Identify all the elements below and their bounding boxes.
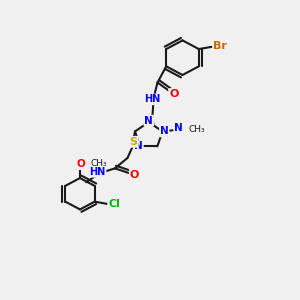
Text: Cl: Cl bbox=[108, 200, 120, 209]
Text: Br: Br bbox=[213, 41, 227, 51]
Text: CH₃: CH₃ bbox=[91, 159, 107, 168]
Text: S: S bbox=[130, 137, 138, 147]
Text: N: N bbox=[174, 123, 183, 134]
Text: N: N bbox=[134, 141, 143, 152]
Text: N: N bbox=[144, 116, 153, 126]
Text: O: O bbox=[130, 169, 139, 180]
Text: N: N bbox=[160, 126, 169, 136]
Text: O: O bbox=[77, 159, 85, 169]
Text: CH₃: CH₃ bbox=[189, 124, 206, 134]
Text: HN: HN bbox=[89, 167, 106, 177]
Text: HN: HN bbox=[144, 94, 160, 104]
Text: O: O bbox=[169, 89, 178, 99]
